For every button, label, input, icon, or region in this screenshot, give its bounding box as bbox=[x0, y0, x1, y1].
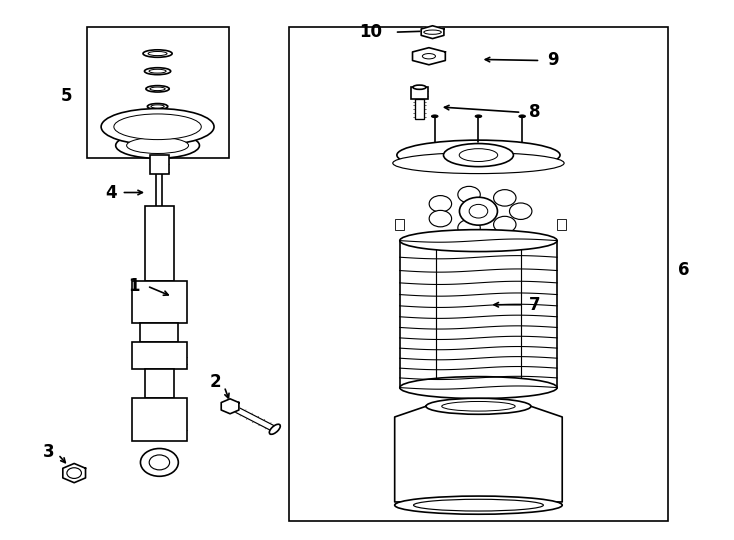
Text: 10: 10 bbox=[359, 23, 382, 41]
Ellipse shape bbox=[149, 69, 166, 73]
Circle shape bbox=[140, 449, 178, 476]
Ellipse shape bbox=[269, 424, 280, 434]
Circle shape bbox=[458, 186, 480, 203]
Ellipse shape bbox=[151, 105, 164, 108]
Bar bbox=[131, 342, 187, 369]
Text: 2: 2 bbox=[210, 373, 221, 392]
Ellipse shape bbox=[101, 109, 214, 145]
Ellipse shape bbox=[459, 148, 498, 161]
Ellipse shape bbox=[146, 86, 170, 92]
Bar bbox=[396, 219, 404, 230]
Ellipse shape bbox=[126, 138, 189, 153]
Circle shape bbox=[493, 217, 516, 233]
Ellipse shape bbox=[443, 144, 513, 167]
Bar bbox=[289, 27, 668, 521]
Ellipse shape bbox=[400, 230, 557, 252]
Ellipse shape bbox=[413, 85, 426, 89]
Text: 8: 8 bbox=[528, 103, 540, 122]
Circle shape bbox=[509, 203, 532, 219]
Bar bbox=[140, 323, 178, 342]
Ellipse shape bbox=[143, 50, 172, 57]
Text: 5: 5 bbox=[61, 87, 73, 105]
Ellipse shape bbox=[422, 53, 435, 59]
Ellipse shape bbox=[400, 376, 557, 399]
Ellipse shape bbox=[442, 401, 515, 411]
Polygon shape bbox=[221, 399, 239, 414]
Bar bbox=[145, 369, 174, 399]
Ellipse shape bbox=[475, 115, 482, 118]
Text: 9: 9 bbox=[547, 51, 559, 70]
Ellipse shape bbox=[116, 133, 200, 158]
Polygon shape bbox=[63, 463, 86, 483]
Polygon shape bbox=[421, 26, 444, 38]
Circle shape bbox=[67, 468, 81, 478]
Polygon shape bbox=[228, 404, 277, 431]
Ellipse shape bbox=[424, 30, 441, 35]
Circle shape bbox=[429, 211, 451, 227]
Ellipse shape bbox=[395, 496, 562, 514]
Text: 7: 7 bbox=[528, 296, 540, 314]
Bar bbox=[145, 206, 174, 281]
Ellipse shape bbox=[426, 399, 531, 414]
Circle shape bbox=[493, 190, 516, 206]
Text: 4: 4 bbox=[105, 184, 117, 201]
Bar bbox=[557, 219, 566, 230]
Ellipse shape bbox=[414, 52, 444, 60]
Text: 3: 3 bbox=[43, 443, 54, 461]
Circle shape bbox=[458, 220, 480, 236]
Circle shape bbox=[429, 195, 451, 212]
Circle shape bbox=[469, 205, 488, 218]
Polygon shape bbox=[413, 48, 446, 65]
Text: 6: 6 bbox=[678, 261, 690, 279]
Bar bbox=[131, 281, 187, 323]
Bar bbox=[87, 27, 228, 158]
Ellipse shape bbox=[145, 68, 171, 75]
Ellipse shape bbox=[413, 500, 543, 511]
Polygon shape bbox=[395, 406, 562, 502]
Ellipse shape bbox=[150, 87, 165, 91]
Bar bbox=[150, 155, 169, 174]
Ellipse shape bbox=[393, 153, 564, 173]
Circle shape bbox=[149, 455, 170, 470]
Ellipse shape bbox=[397, 140, 560, 170]
Ellipse shape bbox=[519, 115, 526, 118]
Bar bbox=[131, 399, 187, 441]
Ellipse shape bbox=[148, 104, 168, 110]
Ellipse shape bbox=[114, 114, 201, 140]
Ellipse shape bbox=[432, 115, 438, 118]
Text: 1: 1 bbox=[128, 277, 139, 295]
Ellipse shape bbox=[148, 51, 167, 56]
Bar bbox=[415, 99, 424, 119]
Bar bbox=[411, 87, 428, 99]
Circle shape bbox=[459, 197, 498, 225]
